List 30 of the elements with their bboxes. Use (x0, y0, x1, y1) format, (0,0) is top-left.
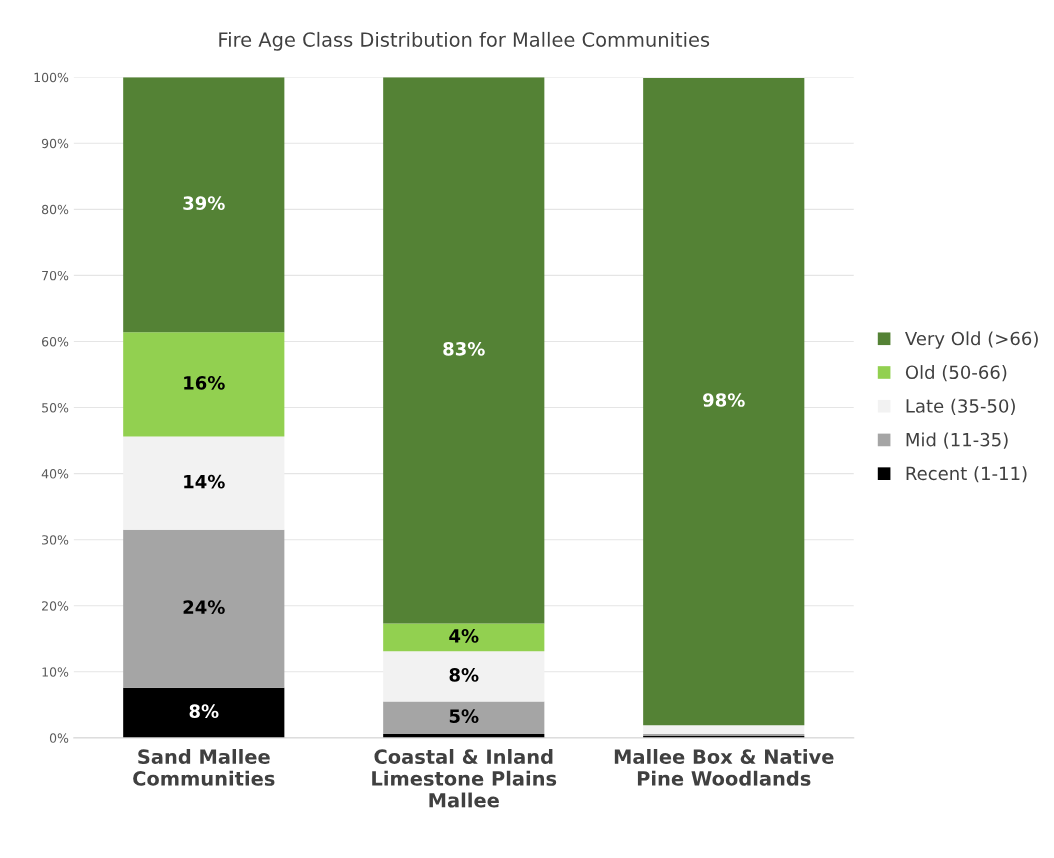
data-label: 16% (184, 376, 225, 390)
y-tick-label: 10% (42, 667, 69, 677)
data-label: 8% (189, 704, 219, 719)
y-tick-label: 60% (42, 336, 69, 347)
y-tick-label: 20% (42, 601, 69, 611)
y-tick-label: 30% (42, 535, 69, 545)
y-tick-label: 80% (41, 204, 69, 215)
y-tick-label: 100% (34, 72, 69, 83)
data-label: 4% (449, 629, 479, 643)
legend-label: Very Old (>66) (905, 331, 1038, 349)
y-tick-label: 0% (49, 733, 69, 743)
data-label: 24% (183, 600, 225, 614)
legend-label: Late (35-50) (906, 398, 1015, 415)
data-label: 8% (449, 668, 479, 682)
x-tick-label: Mallee Box & Native Pine Woodlands (614, 748, 834, 786)
y-tick-label: 40% (41, 469, 69, 479)
x-tick-label: Sand Mallee Communities (133, 748, 275, 786)
x-tick-label: Coastal & Inland Limestone Plains Mallee (372, 748, 557, 808)
legend-label: Recent (1-11) (906, 466, 1027, 483)
legend-label: Mid (11-35) (906, 432, 1008, 449)
y-tick-label: 90% (41, 138, 69, 149)
data-label: 98% (703, 393, 745, 407)
y-tick-label: 50% (42, 403, 69, 413)
legend-label: Old (50-66) (905, 365, 1007, 382)
data-label: 5% (449, 709, 479, 723)
chart-title: Fire Age Class Distribution for Mallee Communities (219, 31, 710, 51)
y-tick-label: 70% (42, 270, 69, 281)
data-label: 14% (184, 474, 225, 489)
data-label: 39% (183, 196, 225, 210)
data-label: 83% (443, 341, 485, 356)
